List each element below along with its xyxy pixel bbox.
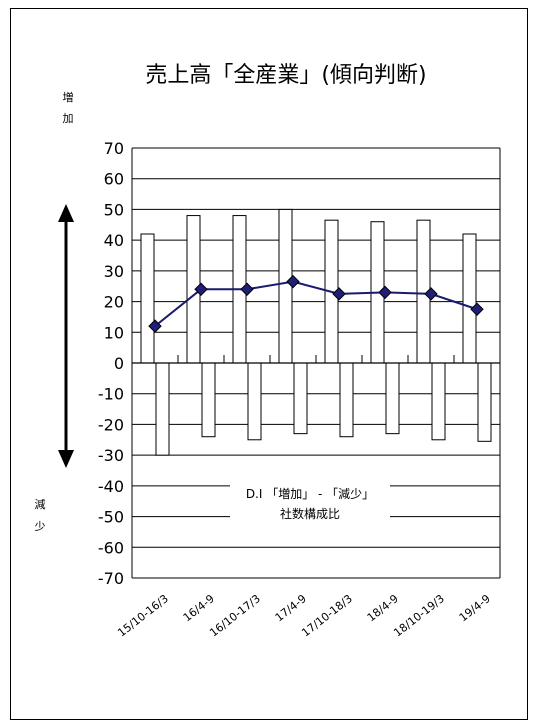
bar-decrease — [293, 362, 308, 435]
y-tick-label: -60 — [98, 538, 124, 557]
di-line — [154, 280, 478, 327]
data-point-marker — [194, 282, 208, 296]
increase-label-bottom: 加 — [63, 112, 74, 125]
y-axis-ticks: 70 60 50 40 30 20 10 0 -10 -20 -30 -40 -50 -60 -70 — [98, 139, 124, 588]
bar-decrease — [247, 362, 262, 441]
bar-decrease — [339, 362, 354, 438]
bar-decrease — [385, 362, 400, 435]
bar-increase — [462, 233, 477, 364]
x-tick-label: 16/10-17/3 — [207, 592, 263, 639]
x-tick-label: 16/4-9 — [181, 592, 217, 624]
bars — [140, 208, 492, 456]
x-axis-labels: 15/10-16/3 16/4-916/10-17/3 17/4-917/10-18… — [115, 592, 493, 639]
data-point-marker — [470, 302, 484, 316]
di-note-line1: D.I 「増加」 - 「減少」 — [246, 486, 374, 501]
di-note-line2: 社数構成比 — [280, 506, 340, 521]
y-tick-label: -70 — [98, 569, 124, 588]
y-tick-label: -30 — [98, 446, 124, 465]
bar-increase — [140, 233, 155, 364]
note-background — [230, 484, 390, 524]
y-tick-label: 50 — [104, 200, 124, 219]
y-tick-label: -50 — [98, 508, 124, 527]
data-point-marker — [148, 319, 162, 333]
data-point-marker — [378, 285, 392, 300]
decrease-label-bottom: 少 — [35, 520, 46, 533]
x-tick-label: 17/10-18/3 — [299, 592, 355, 639]
zero-axis — [131, 355, 501, 364]
y-tick-label: 10 — [104, 323, 124, 342]
bar-decrease — [201, 362, 216, 438]
y-tick-label: 60 — [104, 170, 124, 189]
y-tick-label: -20 — [98, 415, 124, 434]
y-tick-label: 0 — [114, 354, 124, 373]
x-tick-label: 19/4-9 — [457, 592, 493, 624]
bar-increase — [278, 208, 293, 364]
x-tick-label: 18/4-9 — [365, 592, 401, 624]
side-labels: 増 加 減 少 — [35, 91, 74, 533]
chart-title: 売上高「全産業」(傾向判断) — [145, 63, 426, 88]
bar-decrease — [155, 362, 170, 456]
data-point-marker — [240, 282, 254, 296]
x-tick-label: 17/4-9 — [273, 592, 309, 624]
bar-decrease — [431, 362, 446, 441]
y-tick-label: 20 — [104, 293, 124, 312]
double-arrow-icon — [58, 204, 74, 468]
x-tick-label: 18/10-19/3 — [391, 592, 447, 639]
y-tick-label: 40 — [104, 231, 124, 250]
x-tick-label: 15/10-16/3 — [115, 592, 171, 639]
line-series — [148, 274, 484, 333]
decrease-label-top: 減 — [35, 497, 46, 511]
increase-label-top: 増 — [63, 91, 74, 104]
data-point-marker — [332, 287, 346, 301]
y-tick-label: -40 — [98, 477, 124, 496]
data-point-marker — [424, 287, 438, 301]
y-tick-label: 30 — [104, 262, 124, 281]
bar-decrease — [477, 362, 492, 442]
y-tick-label: 70 — [104, 139, 124, 158]
y-tick-label: -10 — [98, 385, 124, 404]
data-point-marker — [286, 274, 300, 289]
